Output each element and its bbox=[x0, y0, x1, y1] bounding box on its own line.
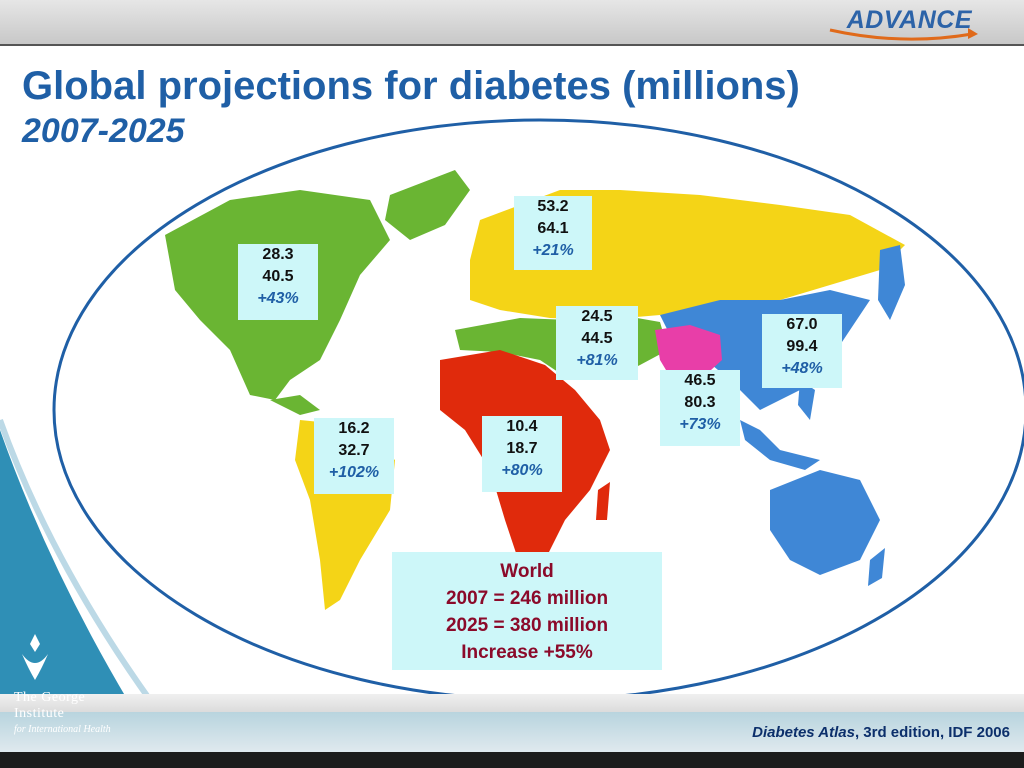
stat-box-eastern-mediterranean: 24.5 44.5 +81% bbox=[556, 306, 638, 380]
stat-value-2007: 67.0 bbox=[786, 316, 818, 333]
stat-value-2025: 18.7 bbox=[506, 440, 538, 457]
footer-light-bar bbox=[0, 694, 1024, 714]
world-2007: 2007 = 246 million bbox=[445, 588, 609, 609]
footer-dark-strip bbox=[0, 752, 1024, 768]
stat-value-2007: 46.5 bbox=[684, 372, 716, 389]
source-citation: Diabetes Atlas, 3rd edition, IDF 2006 bbox=[752, 724, 1010, 741]
institute-line-2: Institute bbox=[14, 706, 65, 721]
citation-title: Diabetes Atlas bbox=[752, 724, 855, 741]
stat-change: +21% bbox=[532, 242, 574, 259]
stat-box-north-america: 28.3 40.5 +43% bbox=[238, 244, 318, 320]
stat-box-europe: 53.2 64.1 +21% bbox=[514, 196, 592, 270]
stat-value-2007: 24.5 bbox=[581, 308, 613, 325]
stat-value-2025: 40.5 bbox=[262, 268, 294, 285]
stat-box-africa: 10.4 18.7 +80% bbox=[482, 416, 562, 492]
institute-line-3: for International Health bbox=[14, 724, 111, 735]
stat-change: +80% bbox=[501, 462, 543, 479]
world-2025: 2025 = 380 million bbox=[445, 615, 609, 636]
stat-value-2025: 64.1 bbox=[537, 220, 569, 237]
stat-value-2025: 44.5 bbox=[581, 330, 613, 347]
stat-box-south-east-asia: 46.5 80.3 +73% bbox=[660, 370, 740, 446]
south-east-asia-shape bbox=[655, 325, 722, 410]
advance-logo-arrow-icon bbox=[829, 28, 978, 41]
top-bar bbox=[0, 0, 1024, 46]
australia-shape bbox=[770, 470, 880, 575]
world-increase: Increase +55% bbox=[461, 642, 593, 663]
george-institute-emblem-icon bbox=[22, 634, 48, 680]
greenland-shape bbox=[385, 170, 470, 240]
left-teal-swoosh bbox=[0, 430, 170, 768]
slide-subtitle: 2007-2025 bbox=[22, 112, 185, 150]
stat-value-2007: 53.2 bbox=[537, 198, 569, 215]
stat-change: +81% bbox=[576, 352, 618, 369]
world-summary-box: World 2007 = 246 million 2025 = 380 mill… bbox=[392, 552, 662, 670]
stat-value-2007: 28.3 bbox=[262, 246, 294, 263]
institute-line-1: The George bbox=[14, 690, 86, 705]
footer-band bbox=[0, 712, 1024, 752]
stat-value-2025: 32.7 bbox=[338, 442, 370, 459]
stat-value-2007: 16.2 bbox=[338, 420, 370, 437]
world-label: World bbox=[500, 561, 554, 582]
advance-logo-text: ADVANCE bbox=[846, 6, 972, 34]
stat-change: +43% bbox=[257, 290, 299, 307]
stat-change: +73% bbox=[679, 416, 721, 433]
slide-title: Global projections for diabetes (million… bbox=[22, 64, 800, 108]
citation-rest: , 3rd edition, IDF 2006 bbox=[854, 724, 1010, 741]
stat-value-2007: 10.4 bbox=[506, 418, 538, 435]
stat-change: +102% bbox=[328, 464, 380, 481]
stat-value-2025: 80.3 bbox=[684, 394, 716, 411]
stat-value-2025: 99.4 bbox=[786, 338, 818, 355]
george-institute-logo: The George Institute for International H… bbox=[14, 690, 111, 735]
stat-box-south-america: 16.2 32.7 +102% bbox=[314, 418, 394, 494]
stat-change: +48% bbox=[781, 360, 823, 377]
stat-box-western-pacific: 67.0 99.4 +48% bbox=[762, 314, 842, 388]
